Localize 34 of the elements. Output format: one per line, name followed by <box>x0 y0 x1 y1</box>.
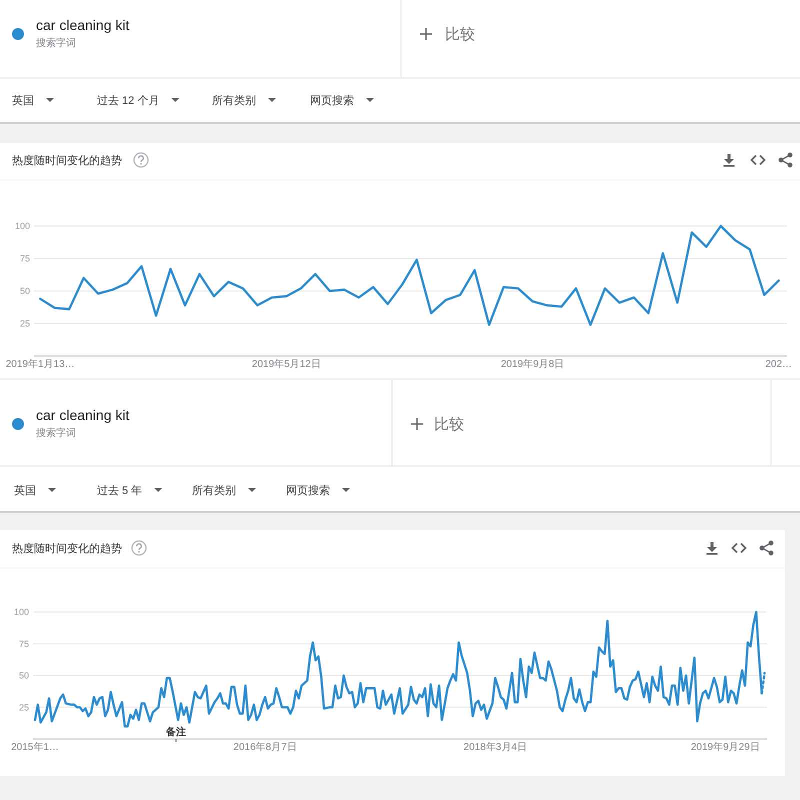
y-tick-label: 100 <box>14 607 29 617</box>
x-tick-label: 2015年1… <box>11 741 59 753</box>
text: 网页搜索 <box>310 94 354 107</box>
text: 英国 <box>14 484 36 497</box>
x-tick-label: 2019年9月29日 <box>690 741 760 753</box>
line-series <box>39 224 780 326</box>
x-tick-label: 2019年1月13… <box>6 358 75 370</box>
chart-title: 热度随时间变化的趋势 <box>12 154 122 167</box>
y-tick-label: 50 <box>18 670 29 680</box>
x-tick-label: 2016年8月7日 <box>233 741 297 753</box>
text: 所有类别 <box>192 484 236 497</box>
y-tick-label: 75 <box>20 254 30 264</box>
y-tick-label: 100 <box>14 221 30 231</box>
x-tick-label: 2019年5月12日 <box>252 358 321 370</box>
text: 英国 <box>12 94 34 107</box>
y-tick-label: 25 <box>18 702 29 712</box>
legend-label: car cleaning kit <box>36 407 130 423</box>
y-tick-label: 25 <box>20 318 30 328</box>
text: 网页搜索 <box>286 484 330 497</box>
text: 比较 <box>434 416 464 433</box>
text: 所有类别 <box>212 94 256 107</box>
legend-label: car cleaning kit <box>36 17 130 33</box>
text: 搜索字词 <box>36 427 76 439</box>
text: 比较 <box>445 26 475 43</box>
chart-title: 热度随时间变化的趋势 <box>12 542 122 555</box>
y-tick-label: 50 <box>20 286 30 296</box>
text: 过去 12 个月 <box>97 94 160 107</box>
annotation: 备注 <box>165 726 186 738</box>
x-tick-label: 2018年3月4日 <box>464 741 527 753</box>
text: 过去 5 年 <box>97 484 142 497</box>
y-tick-label: 75 <box>18 638 29 649</box>
text: 搜索字词 <box>36 37 76 49</box>
x-tick-label: 2019年9月8日 <box>500 358 564 370</box>
x-tick-label: 202… <box>765 359 792 370</box>
